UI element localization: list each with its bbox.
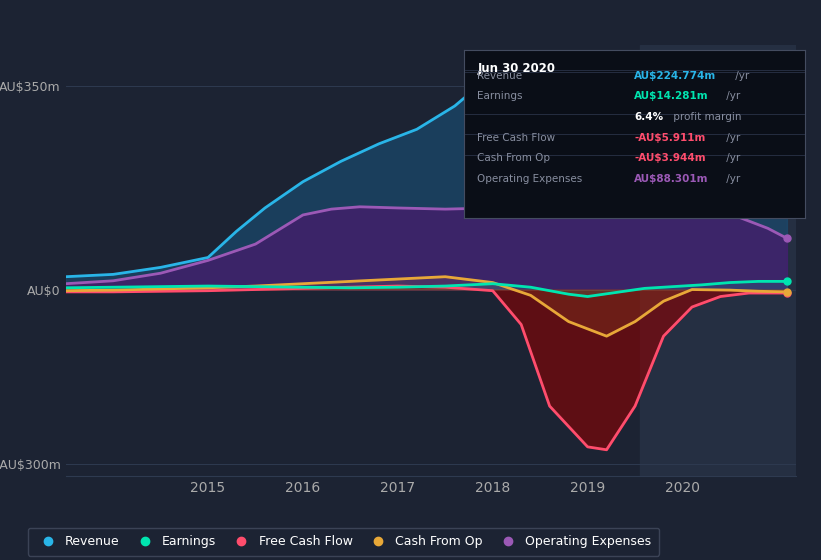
Text: /yr: /yr [722,91,740,101]
Text: Revenue: Revenue [478,71,523,81]
Text: Free Cash Flow: Free Cash Flow [478,133,556,143]
Text: 6.4%: 6.4% [635,112,663,122]
Text: profit margin: profit margin [670,112,741,122]
Text: /yr: /yr [722,174,740,184]
Text: Earnings: Earnings [478,91,523,101]
Bar [640,45,796,476]
Text: -AU$3.944m: -AU$3.944m [635,153,706,164]
Text: AU$224.774m: AU$224.774m [635,71,717,81]
Legend: Revenue, Earnings, Free Cash Flow, Cash From Op, Operating Expenses: Revenue, Earnings, Free Cash Flow, Cash … [28,528,659,556]
Text: AU$88.301m: AU$88.301m [635,174,709,184]
Text: Operating Expenses: Operating Expenses [478,174,583,184]
Text: -AU$5.911m: -AU$5.911m [635,133,705,143]
Text: Cash From Op: Cash From Op [478,153,551,164]
Text: AU$14.281m: AU$14.281m [635,91,709,101]
Text: Jun 30 2020: Jun 30 2020 [478,62,556,75]
Text: /yr: /yr [732,71,749,81]
Text: /yr: /yr [722,133,740,143]
Text: /yr: /yr [722,153,740,164]
